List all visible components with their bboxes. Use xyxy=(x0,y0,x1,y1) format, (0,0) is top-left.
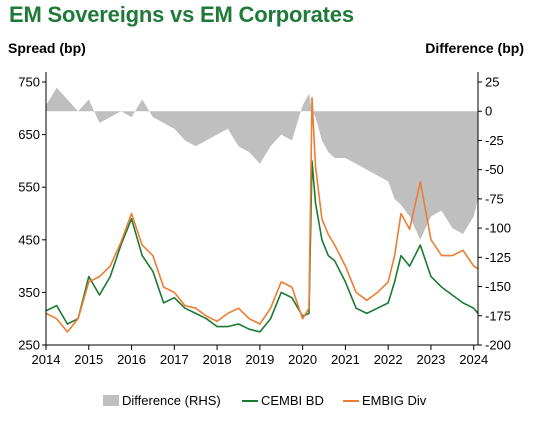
difference-area xyxy=(46,87,478,240)
x-tick-label: 2023 xyxy=(416,352,445,367)
axes-layer: 750650550450350250250-25-50-75-100-125-1… xyxy=(18,72,511,367)
legend-label-cembi: CEMBI BD xyxy=(261,393,324,408)
x-tick-label: 2014 xyxy=(32,352,61,367)
x-tick-label: 2022 xyxy=(374,352,403,367)
legend-swatch-difference xyxy=(103,395,119,406)
chart-title: EM Sovereigns vs EM Corporates xyxy=(9,2,354,27)
y-left-tick-label: 650 xyxy=(18,127,40,142)
y-left-tick-label: 450 xyxy=(18,232,40,247)
x-tick-label: 2021 xyxy=(331,352,360,367)
y-right-tick-label: -200 xyxy=(485,338,511,353)
y-right-tick-label: -150 xyxy=(485,279,511,294)
x-tick-label: 2019 xyxy=(245,352,274,367)
y-right-tick-label: -25 xyxy=(485,133,504,148)
embig-div-line xyxy=(45,97,479,333)
x-tick-label: 2020 xyxy=(288,352,317,367)
y-right-tick-label: -125 xyxy=(485,250,511,265)
y-left-tick-label: 550 xyxy=(18,180,40,195)
y-right-tick-label: -100 xyxy=(485,221,511,236)
y-right-tick-label: 25 xyxy=(485,75,499,90)
x-tick-label: 2018 xyxy=(203,352,232,367)
y-right-tick-label: -175 xyxy=(485,308,511,323)
legend-label-difference: Difference (RHS) xyxy=(122,393,221,408)
cembi-bd-line xyxy=(45,160,479,333)
y-axis-left-title: Spread (bp) xyxy=(8,40,86,56)
x-tick-label: 2016 xyxy=(117,352,146,367)
y-left-tick-label: 350 xyxy=(18,285,40,300)
legend: Difference (RHS) CEMBI BD EMBIG Div xyxy=(103,393,427,408)
y-right-tick-label: -50 xyxy=(485,162,504,177)
x-tick-label: 2015 xyxy=(74,352,103,367)
y-left-tick-label: 750 xyxy=(18,75,40,90)
y-axis-right-title: Difference (bp) xyxy=(425,40,524,56)
y-right-tick-label: 0 xyxy=(485,104,492,119)
y-left-tick-label: 250 xyxy=(18,338,40,353)
y-right-tick-label: -75 xyxy=(485,191,504,206)
x-tick-label: 2017 xyxy=(160,352,189,367)
x-tick-label: 2024 xyxy=(459,352,488,367)
series-lines-layer xyxy=(45,97,479,333)
difference-area-layer xyxy=(46,87,478,240)
legend-label-embig: EMBIG Div xyxy=(362,393,427,408)
